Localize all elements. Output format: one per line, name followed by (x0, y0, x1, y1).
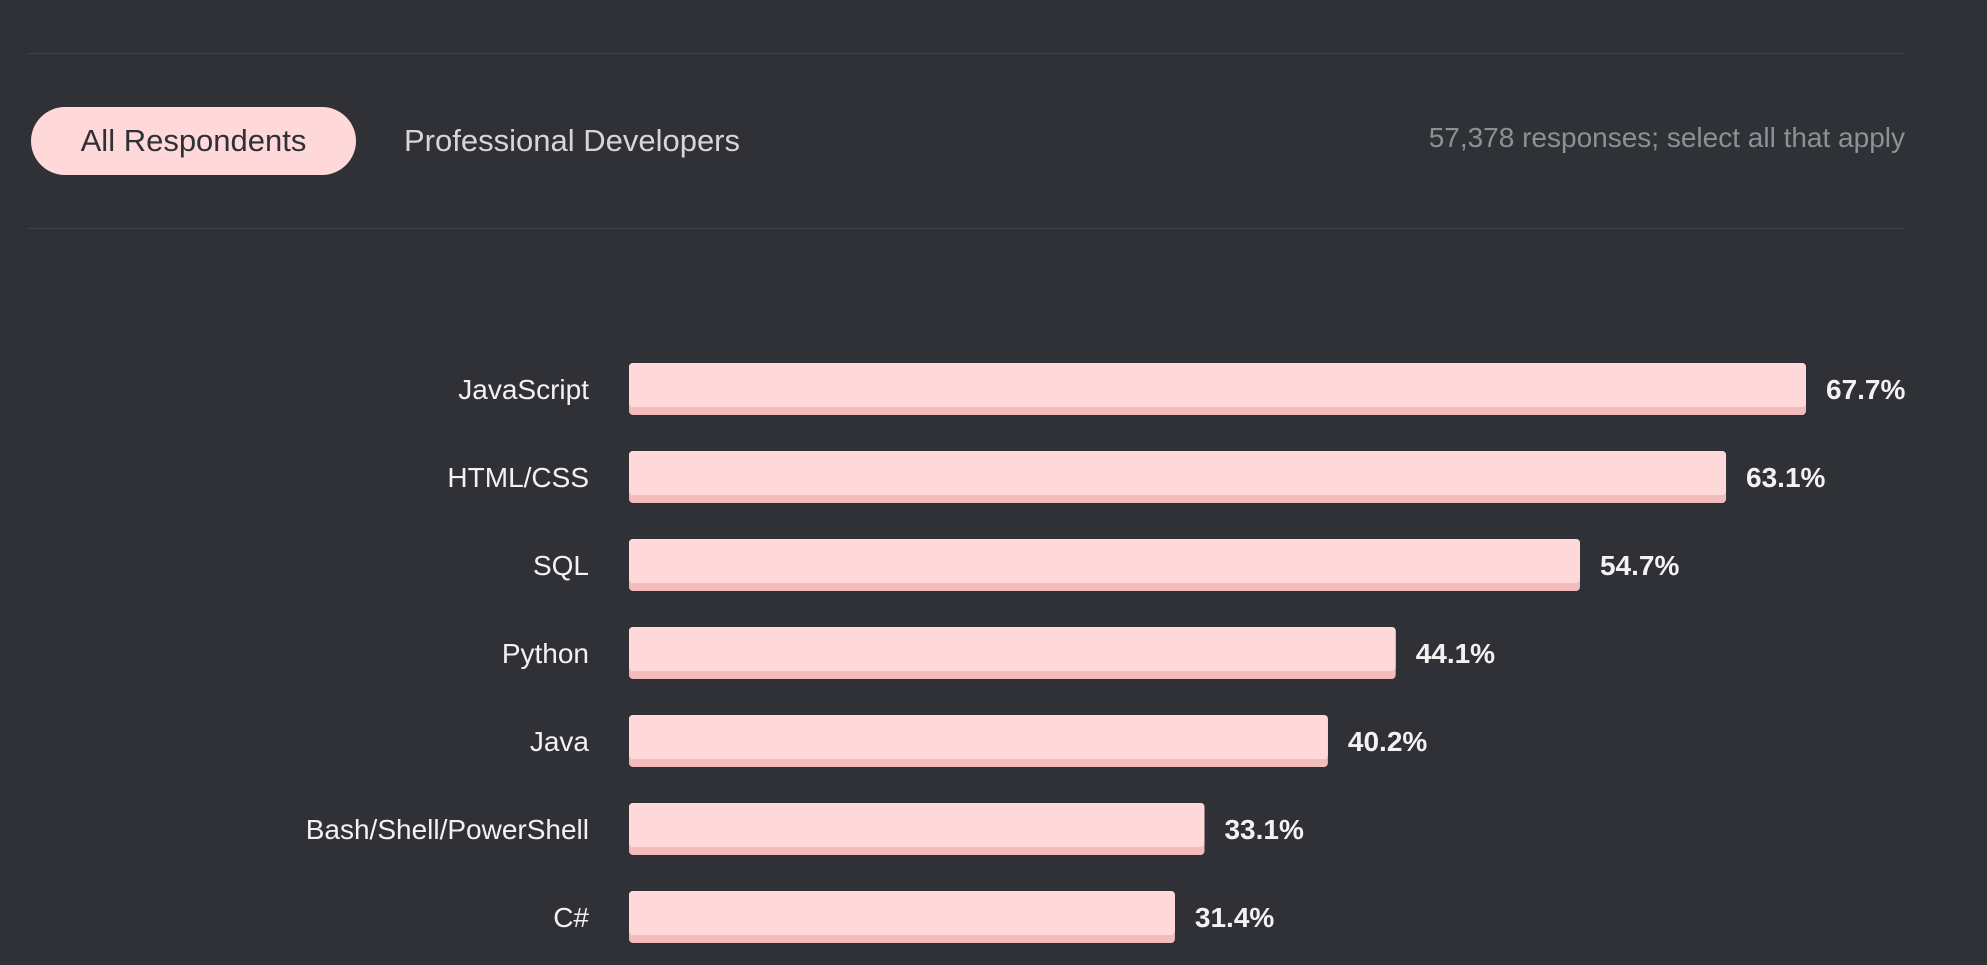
top-divider (27, 53, 1905, 54)
value-label-sql: 54.7% (1600, 550, 1679, 581)
responses-note: 57,378 responses; select all that apply (1428, 122, 1905, 153)
tab-professional-developers[interactable]: Professional Developers (404, 123, 741, 158)
bar-face-bash-shell-powershell (629, 803, 1205, 847)
bar-face-html-css (629, 451, 1727, 495)
category-label-html-css: HTML/CSS (447, 462, 589, 493)
category-label-javascript: JavaScript (458, 374, 589, 405)
category-label-java: Java (530, 726, 590, 757)
category-label-sql: SQL (533, 550, 589, 581)
bar-face-javascript (629, 363, 1806, 407)
bar-face-c (629, 891, 1175, 935)
header-divider (27, 228, 1905, 229)
value-label-python: 44.1% (1416, 638, 1495, 669)
category-label-c: C# (553, 902, 589, 933)
value-label-html-css: 63.1% (1746, 462, 1825, 493)
value-label-c: 31.4% (1195, 902, 1274, 933)
bar-face-python (629, 627, 1396, 671)
value-label-javascript: 67.7% (1826, 374, 1905, 405)
category-label-bash-shell-powershell: Bash/Shell/PowerShell (306, 814, 589, 845)
category-label-python: Python (502, 638, 589, 669)
tab-all-respondents[interactable]: All Respondents (31, 107, 356, 175)
value-label-bash-shell-powershell: 33.1% (1224, 814, 1303, 845)
value-label-java: 40.2% (1348, 726, 1427, 757)
respondent-tabs: All Respondents Professional Developers (31, 107, 764, 175)
bar-face-java (629, 715, 1328, 759)
bar-face-sql (629, 539, 1580, 583)
